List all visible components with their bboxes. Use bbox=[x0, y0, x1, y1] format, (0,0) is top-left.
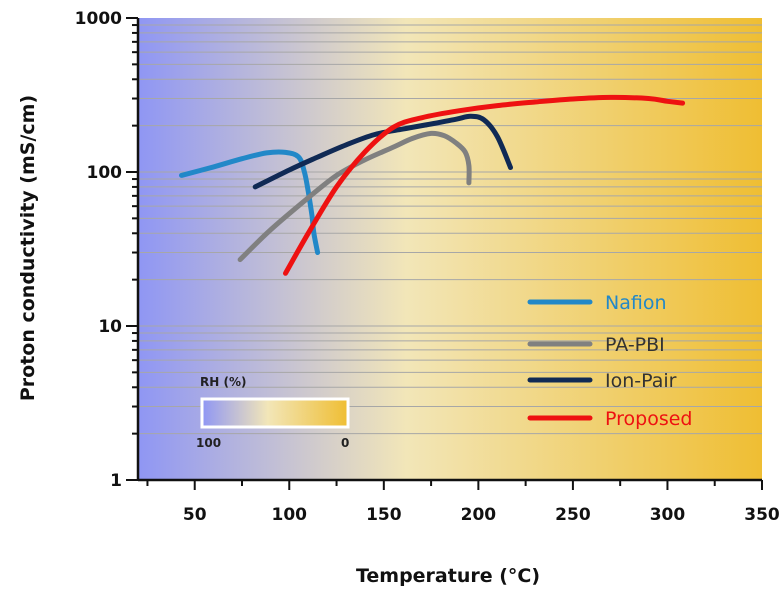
x-tick-label: 250 bbox=[555, 505, 591, 525]
rh-label: RH (%) bbox=[200, 375, 246, 389]
y-tick-label: 1000 bbox=[75, 9, 122, 29]
y-tick-label: 10 bbox=[98, 317, 122, 337]
legend-item-pa-pbi: PA-PBI bbox=[527, 334, 665, 356]
y-tick-label: 1 bbox=[110, 471, 122, 491]
legend: Nafion PA-PBI Ion-Pair Proposed bbox=[527, 292, 692, 430]
y-tick-label: 100 bbox=[87, 163, 123, 183]
rh-indicator: RH (%) 100 0 bbox=[196, 375, 350, 450]
rh-max-label: 0 bbox=[341, 436, 349, 450]
legend-item-nafion: Nafion bbox=[527, 292, 667, 314]
legend-label: Proposed bbox=[605, 408, 692, 430]
x-tick-label: 150 bbox=[366, 505, 402, 525]
x-tick-label: 200 bbox=[461, 505, 497, 525]
legend-label: Ion-Pair bbox=[605, 370, 677, 392]
x-tick-label: 350 bbox=[744, 505, 780, 525]
series-layer bbox=[179, 94, 686, 276]
series-line-pa-pbi bbox=[237, 130, 472, 263]
legend-label: Nafion bbox=[605, 292, 667, 314]
series-line-proposed bbox=[283, 94, 686, 276]
legend-label: PA-PBI bbox=[605, 334, 665, 356]
x-tick-label: 300 bbox=[650, 505, 686, 525]
x-axis-title: Temperature (°C) bbox=[356, 565, 540, 587]
rh-gradient-bar bbox=[200, 397, 350, 429]
x-tick-label: 100 bbox=[272, 505, 308, 525]
legend-item-proposed: Proposed bbox=[527, 408, 692, 430]
series-line-ion-pair bbox=[252, 113, 513, 190]
rh-min-label: 100 bbox=[196, 436, 221, 450]
y-axis-title: Proton conductivity (mS/cm) bbox=[17, 95, 39, 401]
x-tick-label: 50 bbox=[183, 505, 207, 525]
legend-item-ion-pair: Ion-Pair bbox=[527, 370, 677, 392]
